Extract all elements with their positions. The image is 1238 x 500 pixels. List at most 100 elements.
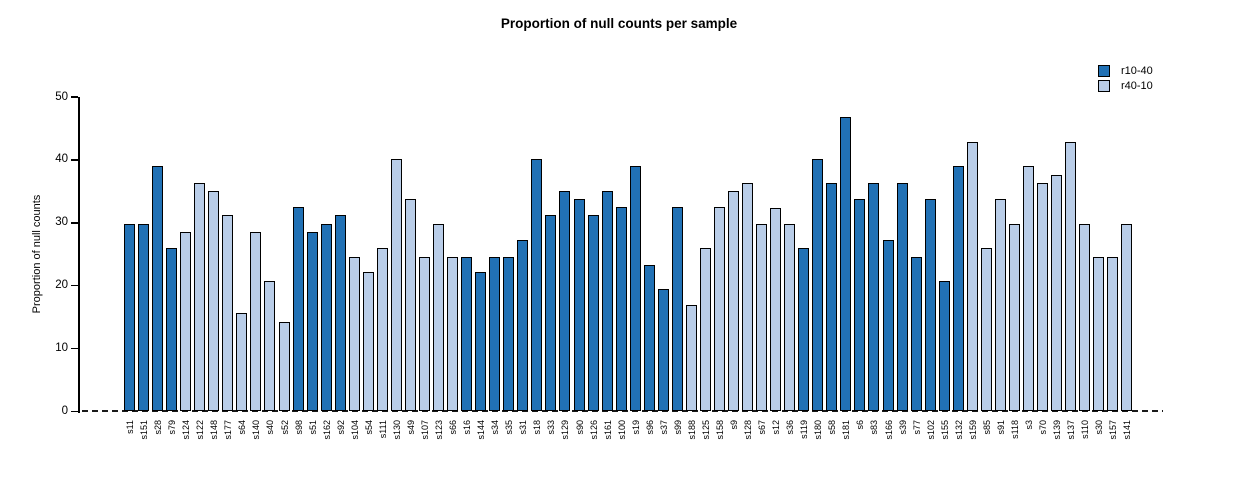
bar-s124 (180, 232, 192, 412)
x-tick-label: s99 (672, 419, 683, 435)
x-tick-label: s111 (377, 419, 388, 438)
x-tick-label: s54 (363, 419, 374, 435)
x-tick-label: s104 (349, 419, 360, 440)
bar-s58 (826, 182, 838, 412)
y-tick-label: 0 (61, 405, 68, 417)
bar-s96 (643, 264, 655, 412)
bar-s130 (390, 158, 402, 412)
bar-s16 (461, 257, 473, 412)
x-tick-label: s102 (925, 419, 936, 440)
x-tick-label: s79 (167, 419, 178, 435)
x-tick-label: s31 (518, 419, 529, 435)
x-tick-label: s139 (1052, 419, 1063, 440)
bar-s188 (685, 305, 697, 412)
chart-title: Proportion of null counts per sample (500, 16, 738, 31)
bar-s40 (264, 280, 276, 412)
legend-label: r40-10 (1121, 80, 1153, 92)
x-tick-label: s83 (869, 419, 880, 435)
bar-s99 (671, 207, 683, 412)
bar-s90 (573, 198, 585, 412)
bar-s137 (1065, 142, 1077, 412)
x-tick-label: s9 (729, 419, 740, 430)
x-tick-label: s159 (967, 419, 978, 440)
y-tick-label: 50 (55, 90, 68, 103)
bar-s67 (756, 224, 768, 412)
bar-s6 (854, 198, 866, 412)
bar-s30 (1093, 257, 1105, 412)
x-tick-label: s6 (855, 419, 866, 430)
bar-s155 (938, 280, 950, 412)
legend-swatch-dark (1098, 65, 1110, 77)
bar-s122 (194, 182, 206, 412)
y-axis-line (78, 97, 80, 413)
x-tick-label: s118 (1009, 419, 1020, 439)
bar-s64 (236, 313, 248, 412)
y-tick-label: 30 (55, 216, 68, 229)
y-axis-title: Proportion of null counts (31, 194, 43, 314)
x-tick-label: s177 (223, 419, 234, 440)
x-tick-label: s110 (1080, 419, 1091, 439)
bar-s104 (348, 257, 360, 412)
bar-s28 (152, 166, 164, 412)
x-tick-label: s140 (251, 419, 262, 440)
x-tick-label: s37 (658, 419, 669, 435)
x-tick-label: s162 (321, 419, 332, 440)
x-tick-label: s157 (1108, 419, 1119, 440)
x-tick-label: s107 (419, 419, 430, 440)
bar-s140 (250, 232, 262, 412)
bar-s9 (728, 191, 740, 412)
x-tick-label: s155 (939, 419, 950, 440)
x-tick-label: s67 (757, 419, 768, 435)
legend-label: r10-40 (1121, 65, 1153, 77)
bar-s12 (770, 207, 782, 412)
x-tick-label: s33 (546, 419, 557, 435)
x-tick-label: s92 (335, 419, 346, 435)
bar-s19 (629, 166, 641, 412)
y-tick (71, 159, 78, 161)
x-tick-label: s123 (434, 419, 445, 440)
x-tick-label: s100 (616, 419, 627, 440)
x-tick-label: s12 (771, 419, 782, 435)
x-tick-label: s18 (532, 419, 543, 435)
bar-s126 (587, 215, 599, 412)
x-tick-label: s30 (1094, 419, 1105, 435)
bar-s144 (475, 272, 487, 412)
bar-s129 (559, 191, 571, 412)
x-tick-label: s19 (630, 419, 641, 435)
bar-s36 (784, 224, 796, 412)
bar-s151 (138, 224, 150, 412)
x-tick-label: s66 (448, 419, 459, 435)
bar-s85 (980, 247, 992, 412)
x-tick-label: s122 (195, 419, 206, 440)
legend-item-r10-40: r10-40 (1098, 64, 1153, 78)
y-tick-label: 40 (55, 153, 68, 166)
bar-s119 (798, 247, 810, 412)
x-tick-label: s141 (1122, 419, 1133, 440)
x-tick-label: s51 (307, 419, 318, 435)
bar-s132 (952, 166, 964, 412)
x-tick-label: s77 (911, 419, 922, 435)
x-tick-label: s91 (995, 419, 1006, 435)
x-tick-label: s148 (209, 419, 220, 440)
x-tick-label: s3 (1024, 419, 1034, 430)
bar-s177 (222, 215, 234, 412)
bar-s31 (517, 239, 529, 412)
bar-s157 (1107, 257, 1119, 412)
bar-s100 (615, 207, 627, 412)
x-tick-label: s90 (574, 419, 585, 435)
x-tick-label: s40 (265, 419, 276, 435)
bar-s39 (896, 182, 908, 412)
x-tick-label: s137 (1066, 419, 1077, 440)
bar-s98 (292, 207, 304, 412)
y-tick (71, 222, 78, 224)
bar-s158 (713, 207, 725, 412)
bar-s70 (1037, 182, 1049, 412)
x-tick-label: s188 (686, 419, 697, 440)
bar-s139 (1051, 174, 1063, 412)
y-tick (71, 96, 78, 98)
x-tick-label: s96 (644, 419, 655, 435)
bar-s102 (924, 198, 936, 412)
bar-s79 (166, 247, 178, 412)
bar-s180 (812, 158, 824, 412)
bar-s52 (278, 321, 290, 412)
